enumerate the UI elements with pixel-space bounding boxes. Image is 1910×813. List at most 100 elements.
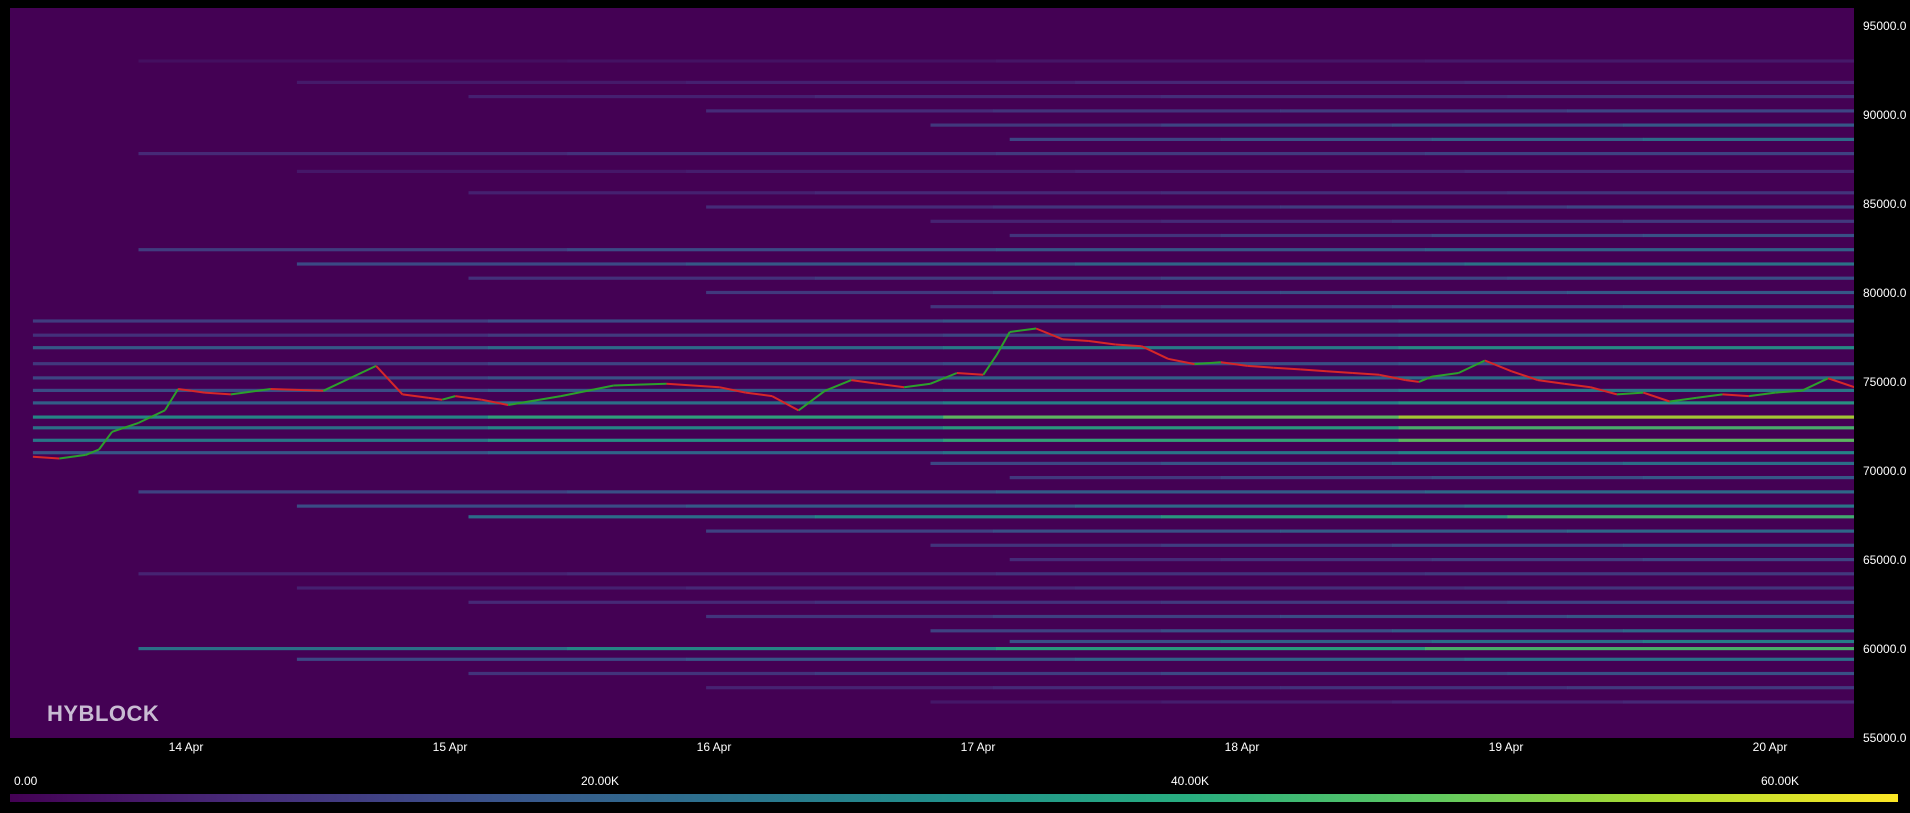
liquidity-band <box>930 700 1162 704</box>
liquidity-band <box>1009 558 1222 562</box>
liquidity-band <box>1623 629 1854 633</box>
liquidity-band <box>488 438 944 442</box>
liquidity-band <box>1075 586 1466 590</box>
price-segment-up <box>1775 389 1802 394</box>
liquidity-band <box>1220 137 1433 141</box>
liquidity-band <box>1075 80 1466 84</box>
price-segment-down <box>1167 357 1195 366</box>
liquidity-band <box>32 426 489 430</box>
liquidity-band <box>1567 529 1854 533</box>
liquidity-band <box>1161 219 1393 223</box>
liquidity-band <box>1507 191 1854 195</box>
liquidity-band <box>32 333 489 337</box>
liquidity-band <box>993 686 1281 690</box>
liquidity-band <box>930 123 1162 127</box>
liquidity-band <box>686 504 1076 508</box>
liquidity-band <box>930 305 1162 309</box>
liquidity-band <box>1398 438 1854 442</box>
liquidity-band <box>1280 529 1568 533</box>
liquidity-band <box>468 671 816 676</box>
liquidity-band <box>706 109 994 113</box>
liquidity-band <box>1398 362 1854 366</box>
liquidity-band <box>468 191 816 195</box>
liquidity-band <box>138 152 568 156</box>
y-tick-label: 70000.0 <box>1863 464 1907 478</box>
liquidity-band <box>1161 671 1509 676</box>
price-segment-up <box>903 382 931 389</box>
price-segment-up <box>613 382 667 387</box>
colorbar-tick-label: 60.00K <box>1761 774 1799 788</box>
liquidity-band <box>1398 388 1854 392</box>
price-segment-up <box>995 331 1011 356</box>
price-segment-down <box>1405 379 1420 383</box>
liquidity-band <box>32 401 489 405</box>
liquidity-band <box>706 614 994 619</box>
price-segment-down <box>270 388 324 392</box>
liquidity-band <box>814 671 1162 676</box>
liquidity-band <box>686 80 1076 84</box>
colorbar: 0.00 20.00K 40.00K 60.00K <box>10 774 1898 802</box>
price-segment-up <box>982 354 998 376</box>
price-segment-down <box>1484 359 1512 373</box>
price-segment-down <box>1563 382 1591 389</box>
liquidity-band <box>1642 558 1854 562</box>
liquidity-band <box>1161 305 1393 309</box>
price-segment-up <box>507 395 562 406</box>
liquidity-band <box>567 152 997 156</box>
liquidity-band <box>1392 123 1624 127</box>
price-segment-down <box>204 391 231 396</box>
liquidity-band <box>567 248 997 252</box>
price-segment-up <box>1009 327 1037 333</box>
liquidity-band <box>993 205 1281 209</box>
liquidity-band <box>1623 219 1854 223</box>
price-segment-down <box>1273 366 1301 371</box>
colorbar-gradient-bar <box>10 794 1898 802</box>
liquidity-band <box>1507 515 1854 519</box>
liquidity-band <box>1567 290 1854 295</box>
y-tick-label: 90000.0 <box>1863 108 1907 122</box>
price-segment-down <box>32 455 60 460</box>
liquidity-band <box>1425 248 1854 252</box>
liquidity-band <box>1623 700 1854 704</box>
liquidity-bands <box>32 59 1854 704</box>
liquidity-band <box>1567 686 1854 690</box>
liquidity-band <box>1507 671 1854 676</box>
y-axis: 95000.0 90000.0 85000.0 80000.0 75000.0 70000… <box>1863 19 1907 745</box>
liquidity-band <box>1507 276 1854 280</box>
liquidity-band <box>468 600 816 604</box>
liquidity-band <box>488 426 944 430</box>
price-segment-up <box>1194 361 1221 366</box>
liquidity-band <box>138 572 568 576</box>
price-segment-down <box>877 382 905 389</box>
liquidity-band <box>706 290 994 295</box>
liquidity-band <box>32 451 489 455</box>
liquidity-band <box>567 490 997 494</box>
price-segment-up <box>824 379 852 392</box>
liquidity-band <box>1280 686 1568 690</box>
liquidity-band <box>1425 59 1854 63</box>
price-segment-up <box>1669 396 1697 403</box>
liquidity-band <box>943 415 1400 419</box>
y-tick-label: 55000.0 <box>1863 731 1907 745</box>
liquidity-band <box>1431 233 1644 238</box>
price-segment-down <box>1247 364 1274 369</box>
liquidity-band <box>814 600 1162 604</box>
price-segment-down <box>1220 361 1248 367</box>
x-tick-label: 14 Apr <box>169 740 204 754</box>
liquidity-band <box>32 362 489 366</box>
colorbar-tick-label: 20.00K <box>581 774 619 788</box>
liquidity-band <box>32 319 489 323</box>
liquidity-band <box>488 401 944 405</box>
x-axis: 14 Apr 15 Apr 16 Apr 17 Apr 18 Apr 19 Apr 20 A… <box>169 740 1788 754</box>
liquidity-band <box>996 248 1426 252</box>
liquidity-band <box>1623 461 1854 465</box>
liquidity-band <box>567 572 997 576</box>
price-segment-up <box>1431 372 1459 378</box>
liquidity-band <box>1161 600 1509 604</box>
liquidity-band <box>32 346 489 350</box>
price-segment-down <box>177 388 192 392</box>
liquidity-band <box>488 451 944 455</box>
liquidity-band <box>1398 451 1854 455</box>
price-segment-down <box>1088 340 1116 346</box>
